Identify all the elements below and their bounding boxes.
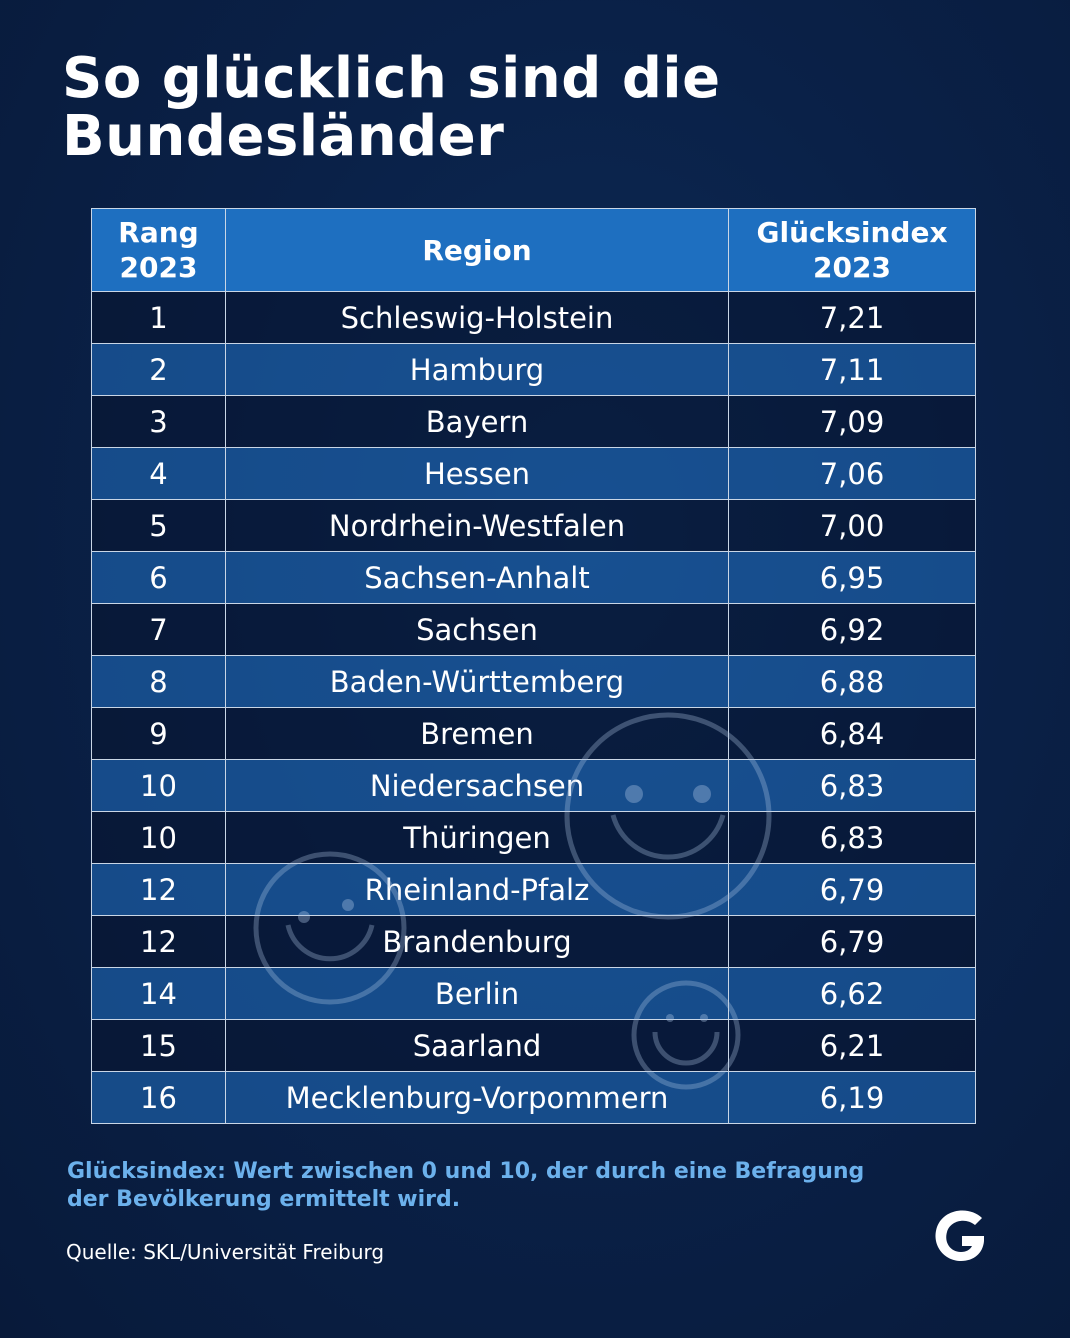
rank-cell: 9 [91,707,226,760]
header-rank-line: 2023 [119,251,198,284]
index-cell: 6,19 [728,1071,976,1124]
page-title: So glücklich sind die Bundesländer [62,50,721,166]
rank-cell: 8 [91,655,226,708]
region-cell: Saarland [225,1019,729,1072]
region-cell: Mecklenburg-Vorpommern [225,1071,729,1124]
table-body: 1 Schleswig-Holstein 7,21 2 Hamburg 7,11 3 Baye… [91,291,976,1124]
region-cell: Rheinland-Pfalz [225,863,729,916]
index-cell: 6,83 [728,811,976,864]
rank-cell: 10 [91,811,226,864]
header-rank-line: Rang [118,216,199,249]
index-cell: 6,79 [728,863,976,916]
region-cell: Berlin [225,967,729,1020]
ranking-table: Rang 2023 Region Glücksindex 2023 1 Schle… [91,208,976,1124]
table-row: 3 Bayern 7,09 [91,395,976,448]
header-region: Region [225,208,729,292]
index-cell: 6,79 [728,915,976,968]
source-note: Quelle: SKL/Universität Freiburg [66,1240,385,1264]
rank-cell: 1 [91,291,226,344]
rank-cell: 6 [91,551,226,604]
rank-cell: 5 [91,499,226,552]
table-row: 1 Schleswig-Holstein 7,21 [91,291,976,344]
g-logo-icon [935,1210,984,1261]
index-cell: 7,09 [728,395,976,448]
table-row: 12 Brandenburg 6,79 [91,915,976,968]
header-rank: Rang 2023 [91,208,226,292]
table-row: 10 Thüringen 6,83 [91,811,976,864]
header-index-line: 2023 [813,251,891,284]
index-cell: 7,00 [728,499,976,552]
table-row: 16 Mecklenburg-Vorpommern 6,19 [91,1071,976,1124]
rank-cell: 4 [91,447,226,500]
table-row: 8 Baden-Württemberg 6,88 [91,655,976,708]
rank-cell: 2 [91,343,226,396]
region-cell: Sachsen-Anhalt [225,551,729,604]
index-cell: 7,06 [728,447,976,500]
index-cell: 6,83 [728,759,976,812]
rank-cell: 12 [91,863,226,916]
title-line: So glücklich sind die [62,46,721,111]
index-cell: 6,92 [728,603,976,656]
table-row: 10 Niedersachsen 6,83 [91,759,976,812]
table-header-row: Rang 2023 Region Glücksindex 2023 [91,208,976,292]
region-cell: Baden-Württemberg [225,655,729,708]
table-row: 12 Rheinland-Pfalz 6,79 [91,863,976,916]
table-row: 9 Bremen 6,84 [91,707,976,760]
header-index: Glücksindex 2023 [728,208,976,292]
table-row: 2 Hamburg 7,11 [91,343,976,396]
rank-cell: 14 [91,967,226,1020]
rank-cell: 3 [91,395,226,448]
index-cell: 6,62 [728,967,976,1020]
region-cell: Bayern [225,395,729,448]
index-cell: 6,84 [728,707,976,760]
region-cell: Hessen [225,447,729,500]
rank-cell: 10 [91,759,226,812]
region-cell: Brandenburg [225,915,729,968]
table-row: 4 Hessen 7,06 [91,447,976,500]
region-cell: Bremen [225,707,729,760]
title-line: Bundesländer [62,104,505,169]
table-row: 5 Nordrhein-Westfalen 7,00 [91,499,976,552]
index-cell: 6,95 [728,551,976,604]
header-index-line: Glücksindex [756,216,948,249]
table-row: 7 Sachsen 6,92 [91,603,976,656]
rank-cell: 16 [91,1071,226,1124]
table-row: 15 Saarland 6,21 [91,1019,976,1072]
rank-cell: 15 [91,1019,226,1072]
table-row: 14 Berlin 6,62 [91,967,976,1020]
index-cell: 7,11 [728,343,976,396]
region-cell: Sachsen [225,603,729,656]
region-cell: Thüringen [225,811,729,864]
rank-cell: 12 [91,915,226,968]
region-cell: Nordrhein-Westfalen [225,499,729,552]
region-cell: Schleswig-Holstein [225,291,729,344]
index-cell: 6,88 [728,655,976,708]
table-row: 6 Sachsen-Anhalt 6,95 [91,551,976,604]
index-cell: 7,21 [728,291,976,344]
rank-cell: 7 [91,603,226,656]
footnote: Glücksindex: Wert zwischen 0 und 10, der… [67,1159,865,1212]
region-cell: Hamburg [225,343,729,396]
index-cell: 6,21 [728,1019,976,1072]
region-cell: Niedersachsen [225,759,729,812]
